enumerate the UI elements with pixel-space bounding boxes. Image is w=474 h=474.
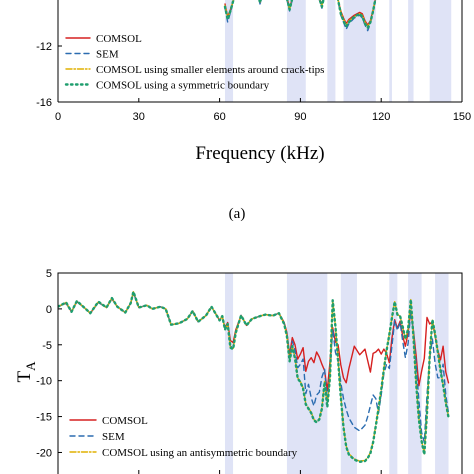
shaded-band	[408, 0, 414, 102]
shaded-band	[327, 0, 336, 102]
plot-frame	[57, 272, 463, 474]
y-tick-label: 0	[46, 304, 52, 316]
legend-entry: SEM	[96, 49, 119, 61]
shaded-band	[286, 0, 306, 102]
legend-entry: SEM	[102, 431, 125, 443]
shaded-band	[224, 0, 234, 102]
legend-entry: COMSOL using an antisymmetric boundary	[102, 447, 298, 459]
series-lines	[223, 0, 377, 32]
y-tick-label: -5	[42, 340, 52, 352]
x-tick-label: 90	[294, 111, 306, 123]
shaded-band	[286, 273, 328, 474]
series-line-3	[58, 290, 450, 463]
shaded-band	[224, 273, 234, 474]
shaded-band	[389, 273, 398, 474]
legend-entry: COMSOL	[96, 33, 142, 45]
y-tick-label: -12	[36, 41, 52, 53]
series-lines	[58, 290, 450, 463]
y-tick-label: -15	[36, 412, 52, 424]
axes: 5 0 -5 -10 -15 -20	[36, 268, 463, 474]
x-axis-label: Frequency (kHz)	[195, 143, 324, 164]
legend-entry: COMSOL using smaller elements around cra…	[96, 64, 324, 76]
legend-entry: COMSOL	[102, 415, 148, 427]
x-tick-label: 120	[372, 111, 390, 123]
shaded-band	[429, 0, 452, 102]
y-tick-label: -16	[36, 97, 52, 109]
y-tick-label: 5	[46, 268, 52, 280]
shaded-band	[389, 0, 392, 102]
y-tick-label: -20	[36, 447, 52, 459]
legend: COMSOL SEM COMSOL using an antisymmetric b…	[69, 415, 298, 459]
x-tick-label: 60	[213, 111, 225, 123]
y-axis-label: TA	[14, 361, 38, 383]
chart-b: 5 0 -5 -10 -15 -20 COMSOL SEM COMSOL using an a…	[14, 268, 463, 474]
x-tick-label: 30	[133, 111, 145, 123]
legend-entry: COMSOL using a symmetric boundary	[96, 80, 270, 92]
y-tick-label: -10	[36, 376, 52, 388]
legend: COMSOL SEM COMSOL using smaller elements a…	[64, 33, 324, 92]
series-line-3	[223, 0, 377, 29]
panel-label: (a)	[229, 206, 246, 222]
x-tick-label: 0	[55, 111, 61, 123]
x-tick-label: 150	[453, 111, 471, 123]
